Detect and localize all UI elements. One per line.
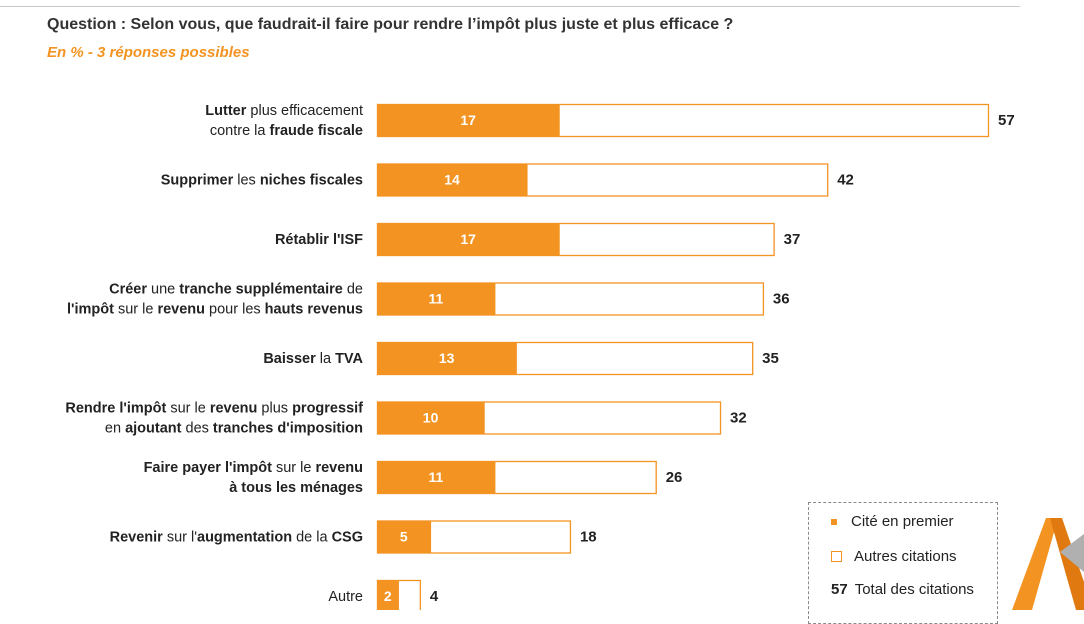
- value-label-total: 57: [998, 112, 1015, 129]
- category-label: Rendre l'impôt sur le revenu plus progre…: [65, 401, 363, 437]
- question-title: Question : Selon vous, que faudrait-il f…: [47, 16, 734, 33]
- legend: Cité en premier Autres citations 57 Tota…: [808, 502, 998, 624]
- bar-chart: 17 57 Lutter plus efficacement contre la fr…: [65, 103, 1015, 610]
- value-label-first: 14: [444, 172, 460, 188]
- bar-first: [377, 580, 399, 610]
- chart-subtitle: En % - 3 réponses possibles: [47, 44, 250, 61]
- value-label-total: 36: [773, 291, 790, 308]
- category-label: Rétablir l'ISF: [275, 232, 363, 248]
- value-label-first: 10: [423, 410, 439, 426]
- value-label-first: 11: [429, 469, 444, 485]
- legend-label-total: Total des citations: [854, 581, 974, 598]
- legend-label-first: Cité en premier: [851, 513, 954, 530]
- bar-first: [377, 283, 496, 315]
- bar-first: [377, 223, 560, 256]
- bar-first: [377, 342, 517, 375]
- bar-first: [377, 104, 560, 137]
- bar-first: [377, 521, 432, 553]
- value-label-total: 37: [784, 231, 801, 248]
- legend-swatch-first: [831, 518, 837, 525]
- brand-logo-icon: [1012, 518, 1084, 610]
- category-label: Autre: [328, 589, 363, 605]
- value-label-first: 13: [439, 350, 455, 366]
- value-label-first: 17: [460, 112, 476, 128]
- legend-total-value: 57: [831, 581, 848, 598]
- category-label: Supprimer les niches fiscales: [161, 173, 363, 189]
- legend-label-other: Autres citations: [854, 548, 957, 565]
- value-label-first: 17: [460, 231, 476, 247]
- value-label-total: 42: [837, 172, 854, 189]
- bar-first: [377, 164, 528, 196]
- category-label: Baisser la TVA: [263, 351, 363, 367]
- value-label-total: 4: [430, 588, 439, 605]
- value-label-first: 2: [384, 588, 392, 604]
- value-label-total: 18: [580, 529, 597, 546]
- value-label-total: 32: [730, 410, 747, 427]
- bar-first: [377, 402, 485, 434]
- category-label: Revenir sur l'augmentation de la CSG: [110, 530, 363, 546]
- top-rule: [0, 6, 1020, 7]
- legend-item-first: Cité en premier: [831, 513, 954, 530]
- bar-first: [377, 461, 496, 494]
- value-label-total: 35: [762, 350, 779, 367]
- legend-item-total: 57 Total des citations: [831, 581, 974, 598]
- value-label-first: 11: [429, 291, 444, 307]
- category-label: Lutter plus efficacement contre la fraude…: [205, 103, 363, 139]
- category-label: Faire payer l'impôt sur le revenu à tous …: [144, 460, 363, 496]
- value-label-total: 26: [666, 469, 683, 486]
- category-label: Créer une tranche supplémentaire de l'imp…: [67, 282, 363, 318]
- legend-swatch-other: [831, 551, 842, 562]
- value-label-first: 5: [400, 529, 408, 545]
- legend-item-other: Autres citations: [831, 548, 957, 565]
